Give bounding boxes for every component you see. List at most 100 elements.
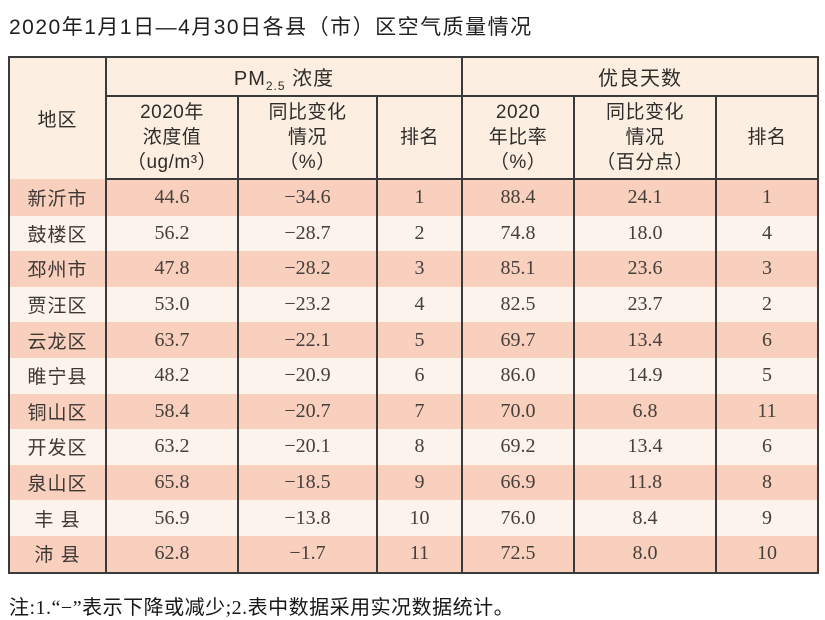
column-header-pm-change: 同比变化 情况 （%） xyxy=(237,96,378,180)
pm-value-cell: 44.6 xyxy=(105,179,239,216)
table-body: 新沂市 44.6 −34.6 1 88.4 24.1 1 鼓楼区 56.2 −2… xyxy=(8,179,820,573)
good-rank-cell: 9 xyxy=(715,500,820,536)
good-ratio-cell: 70.0 xyxy=(461,393,576,430)
table-row: 邳州市 47.8 −28.2 3 85.1 23.6 3 xyxy=(8,251,820,287)
pm-value-cell: 65.8 xyxy=(105,464,239,501)
pm-change-cell: −20.9 xyxy=(237,357,378,394)
pm-rank-cell: 8 xyxy=(375,429,464,465)
good-ratio-cell: 69.7 xyxy=(461,322,576,358)
good-change-cell: 6.8 xyxy=(573,393,718,430)
pm-suffix: 浓度 xyxy=(285,68,335,90)
pm-prefix: PM xyxy=(233,68,266,90)
group-header-pm25: PM2.5 浓度 xyxy=(104,57,464,97)
table-row: 泉山区 65.8 −18.5 9 66.9 11.8 8 xyxy=(8,464,820,501)
good-ratio-cell: 76.0 xyxy=(461,500,576,536)
region-cell: 沛 县 xyxy=(8,535,107,573)
pm-change-cell: −18.5 xyxy=(237,464,378,501)
region-cell: 鼓楼区 xyxy=(8,215,107,252)
region-cell: 睢宁县 xyxy=(8,357,107,394)
pm-change-cell: −28.2 xyxy=(237,251,378,287)
pm-value-cell: 62.8 xyxy=(105,535,239,573)
column-header-good-change: 同比变化 情况 （百分点） xyxy=(573,96,718,180)
good-rank-cell: 1 xyxy=(715,179,820,216)
region-cell: 新沂市 xyxy=(8,179,107,216)
column-header-good-ratio: 2020 年比率 （%） xyxy=(461,96,576,180)
column-header-region: 地区 xyxy=(8,57,107,179)
good-ratio-cell: 66.9 xyxy=(461,464,576,501)
good-ratio-cell: 82.5 xyxy=(461,286,576,323)
sub-header-row: 2020年 浓度值 （ug/m³） 同比变化 情况 （%） 排名 2020 年比… xyxy=(9,96,820,180)
good-rank-cell: 6 xyxy=(715,322,820,358)
pm-value-cell: 58.4 xyxy=(105,393,239,430)
pm-value-cell: 48.2 xyxy=(105,357,239,394)
pm-rank-cell: 3 xyxy=(375,251,464,287)
table-row: 鼓楼区 56.2 −28.7 2 74.8 18.0 4 xyxy=(8,215,820,252)
good-change-cell: 18.0 xyxy=(573,215,718,252)
group-header-row: 地区 PM2.5 浓度 优良天数 xyxy=(8,57,820,179)
group-header-good-days: 优良天数 xyxy=(461,57,820,97)
good-rank-cell: 4 xyxy=(715,215,820,252)
good-rank-cell: 2 xyxy=(715,286,820,323)
good-rank-cell: 5 xyxy=(715,357,820,394)
good-ratio-cell: 74.8 xyxy=(461,215,576,252)
pm-rank-cell: 4 xyxy=(375,286,464,323)
table-row: 贾汪区 53.0 −23.2 4 82.5 23.7 2 xyxy=(8,286,820,323)
good-change-cell: 8.4 xyxy=(573,500,718,536)
page-title: 2020年1月1日—4月30日各县（市）区空气质量情况 xyxy=(9,16,533,39)
good-rank-cell: 6 xyxy=(715,429,820,465)
pm-change-cell: −22.1 xyxy=(237,322,378,358)
pm-value-cell: 56.2 xyxy=(105,215,239,252)
pm-change-cell: −20.1 xyxy=(237,429,378,465)
pm-rank-cell: 1 xyxy=(375,179,464,216)
pm-value-cell: 47.8 xyxy=(105,251,239,287)
good-ratio-cell: 88.4 xyxy=(461,179,576,216)
good-ratio-cell: 86.0 xyxy=(461,357,576,394)
pm-rank-cell: 2 xyxy=(375,215,464,252)
good-rank-cell: 11 xyxy=(715,393,820,430)
column-header-pm-rank: 排名 xyxy=(375,96,464,180)
pm-value-cell: 63.7 xyxy=(105,322,239,358)
good-change-cell: 11.8 xyxy=(573,464,718,501)
good-ratio-cell: 69.2 xyxy=(461,429,576,465)
table-header: 地区 PM2.5 浓度 优良天数 2020年 浓度值 （ug/m³） 同比变化 … xyxy=(8,57,820,180)
table-row: 云龙区 63.7 −22.1 5 69.7 13.4 6 xyxy=(8,322,820,358)
good-change-cell: 24.1 xyxy=(573,179,718,216)
good-rank-cell: 8 xyxy=(715,464,820,501)
region-cell: 邳州市 xyxy=(8,251,107,287)
pm-change-cell: −20.7 xyxy=(237,393,378,430)
table-row: 丰 县 56.9 −13.8 10 76.0 8.4 9 xyxy=(8,500,820,536)
good-change-cell: 8.0 xyxy=(573,535,718,573)
table-row: 沛 县 62.8 −1.7 11 72.5 8.0 10 xyxy=(8,535,820,573)
region-cell: 泉山区 xyxy=(8,464,107,501)
pm-change-cell: −13.8 xyxy=(237,500,378,536)
good-ratio-cell: 85.1 xyxy=(461,251,576,287)
air-quality-table: 地区 PM2.5 浓度 优良天数 2020年 浓度值 （ug/m³） 同比变化 … xyxy=(8,56,820,574)
pm-change-cell: −34.6 xyxy=(237,179,378,216)
pm-rank-cell: 5 xyxy=(375,322,464,358)
column-header-pm-value: 2020年 浓度值 （ug/m³） xyxy=(105,96,239,180)
good-ratio-cell: 72.5 xyxy=(461,535,576,573)
pm-value-cell: 53.0 xyxy=(105,286,239,323)
pm-change-cell: −28.7 xyxy=(237,215,378,252)
pm-rank-cell: 10 xyxy=(375,500,464,536)
pm-rank-cell: 11 xyxy=(375,535,464,573)
column-header-good-rank: 排名 xyxy=(715,96,820,180)
table-row: 新沂市 44.6 −34.6 1 88.4 24.1 1 xyxy=(8,179,820,216)
pm-subscript: 2.5 xyxy=(265,79,286,93)
good-change-cell: 23.7 xyxy=(573,286,718,323)
good-rank-cell: 10 xyxy=(715,535,820,573)
pm-rank-cell: 6 xyxy=(375,357,464,394)
good-change-cell: 13.4 xyxy=(573,429,718,465)
good-change-cell: 14.9 xyxy=(573,357,718,394)
pm-rank-cell: 9 xyxy=(375,464,464,501)
pm-value-cell: 63.2 xyxy=(105,429,239,465)
footnote: 注:1.“−”表示下降或减少;2.表中数据采用实况数据统计。 xyxy=(9,596,515,619)
region-cell: 铜山区 xyxy=(8,393,107,430)
good-change-cell: 13.4 xyxy=(573,322,718,358)
pm-rank-cell: 7 xyxy=(375,393,464,430)
table-row: 开发区 63.2 −20.1 8 69.2 13.4 6 xyxy=(8,429,820,465)
table-row: 睢宁县 48.2 −20.9 6 86.0 14.9 5 xyxy=(8,357,820,394)
pm-change-cell: −1.7 xyxy=(237,535,378,573)
good-rank-cell: 3 xyxy=(715,251,820,287)
